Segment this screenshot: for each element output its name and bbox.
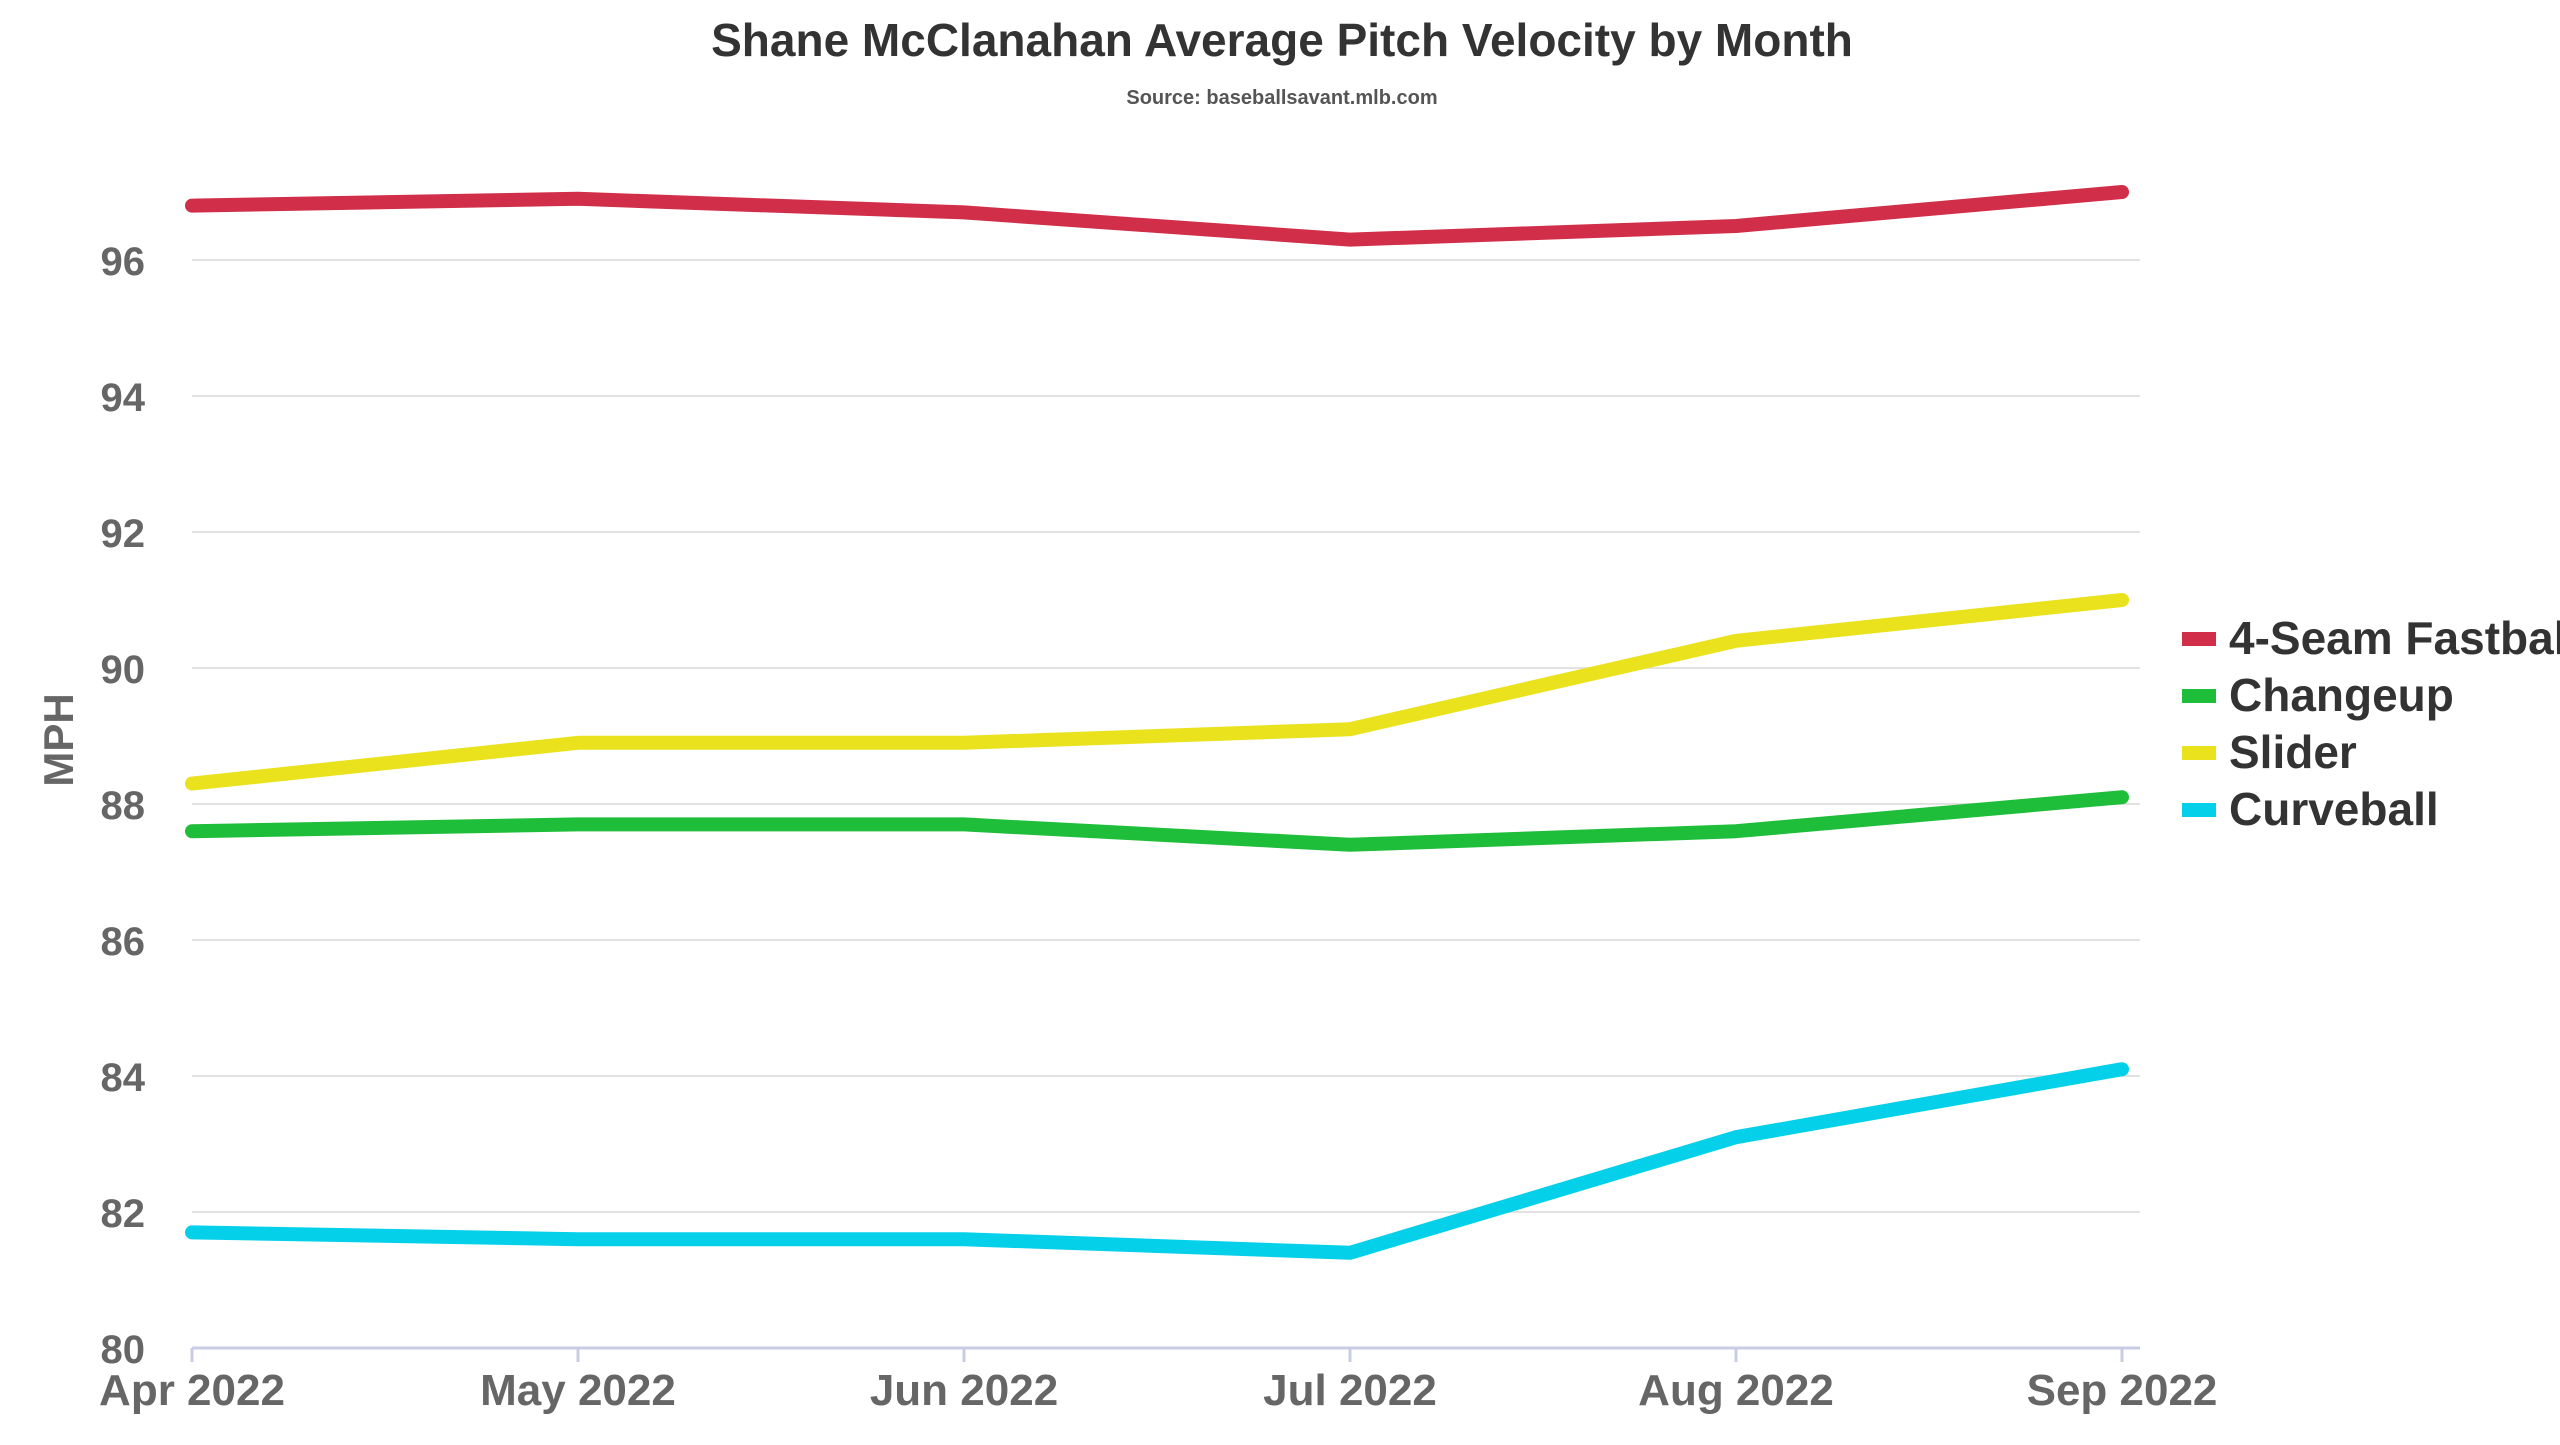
chart-subtitle: Source: baseballsavant.mlb.com bbox=[1126, 87, 1437, 109]
x-tick-label: Jul 2022 bbox=[1263, 1366, 1437, 1415]
legend-item[interactable]: Slider bbox=[2182, 726, 2357, 778]
legend-label: Changeup bbox=[2229, 669, 2454, 721]
legend-label: Slider bbox=[2229, 726, 2357, 778]
y-tick-label: 92 bbox=[101, 512, 146, 556]
legend-swatch bbox=[2182, 746, 2216, 760]
legend-swatch bbox=[2182, 803, 2216, 817]
legend-item[interactable]: Curveball bbox=[2182, 783, 2439, 835]
y-tick-label: 88 bbox=[101, 784, 146, 828]
legend-item[interactable]: 4-Seam Fastball bbox=[2182, 612, 2560, 664]
legend-label: Curveball bbox=[2229, 783, 2439, 835]
series-lines bbox=[185, 185, 2129, 1260]
x-tick-label: May 2022 bbox=[480, 1366, 676, 1415]
x-tick-label: Aug 2022 bbox=[1638, 1366, 1834, 1415]
y-tick-label: 94 bbox=[101, 376, 146, 420]
y-tick-label: 82 bbox=[101, 1192, 146, 1236]
y-tick-label: 96 bbox=[101, 240, 146, 284]
y-tick-label: 80 bbox=[101, 1328, 146, 1372]
series-line-2 bbox=[185, 593, 2129, 791]
y-tick-label: 84 bbox=[101, 1056, 146, 1100]
series-line-0 bbox=[185, 185, 2129, 247]
series-line-3 bbox=[185, 1062, 2129, 1260]
chart-title: Shane McClanahan Average Pitch Velocity … bbox=[711, 14, 1853, 66]
y-tick-label: 90 bbox=[101, 648, 146, 692]
axes: 80 82 84 86 88 90 92 94 96 Apr 2022 May 2022 Jun 20… bbox=[99, 240, 2217, 1415]
x-tick-label: Sep 2022 bbox=[2027, 1366, 2218, 1415]
y-axis-title: MPH bbox=[35, 693, 82, 786]
grid-lines bbox=[192, 259, 2140, 1213]
legend-swatch bbox=[2182, 689, 2216, 703]
series-line-1 bbox=[185, 790, 2129, 852]
legend-label: 4-Seam Fastball bbox=[2229, 612, 2560, 664]
x-tick-label: Apr 2022 bbox=[99, 1366, 285, 1415]
y-tick-label: 86 bbox=[101, 920, 146, 964]
x-tick-label: Jun 2022 bbox=[870, 1366, 1058, 1415]
legend-item[interactable]: Changeup bbox=[2182, 669, 2454, 721]
legend-swatch bbox=[2182, 632, 2216, 646]
